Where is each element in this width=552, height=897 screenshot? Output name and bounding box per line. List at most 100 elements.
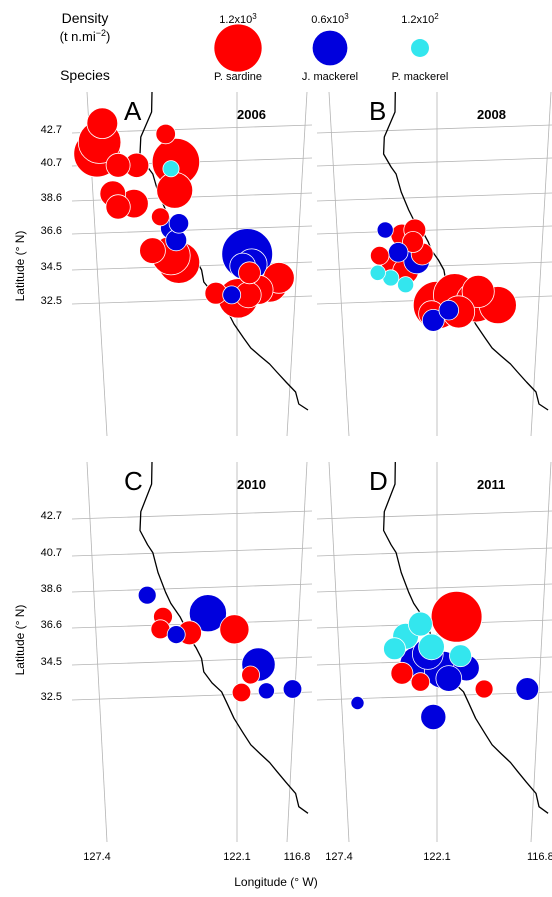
density-marker bbox=[166, 625, 186, 644]
grid-line-lon bbox=[286, 92, 308, 436]
density-marker bbox=[410, 672, 431, 692]
legend-density-value-exp: 3 bbox=[252, 12, 257, 21]
legend-species-name: J. mackerel bbox=[302, 71, 358, 83]
panel-plot-area bbox=[72, 92, 312, 436]
legend: Density (t n.mi−2) Species 1.2x103 P. sar… bbox=[60, 10, 449, 83]
density-marker bbox=[449, 644, 472, 668]
density-marker bbox=[86, 107, 119, 139]
legend-symbol bbox=[312, 30, 348, 66]
lon-tick-label: 116.8 bbox=[284, 851, 311, 863]
density-marker bbox=[105, 152, 131, 178]
lat-tick-label: 40.7 bbox=[41, 547, 62, 559]
density-marker bbox=[370, 245, 390, 266]
panel-plot-area bbox=[317, 462, 552, 842]
grid-line-lat bbox=[72, 691, 312, 701]
lat-tick-label: 34.5 bbox=[41, 261, 62, 273]
legend-species-name: P. sardine bbox=[214, 71, 262, 83]
axes-text: 42.7 40.7 38.6 36.6 34.5 32.5 42.7 40.7 38.6 36.6… bbox=[13, 124, 552, 889]
grid-line-lat bbox=[72, 583, 312, 593]
legend-density-unit-close: ) bbox=[106, 29, 110, 44]
lat-tick-label: 36.6 bbox=[41, 619, 62, 631]
grid-line-lat bbox=[72, 656, 312, 666]
density-marker bbox=[420, 704, 447, 731]
grid-line-lat bbox=[72, 510, 312, 520]
density-marker bbox=[350, 696, 365, 711]
panel-plot-area bbox=[317, 92, 552, 436]
legend-density-unit: (t n.mi−2) bbox=[60, 28, 111, 44]
grid-line-lat bbox=[317, 157, 552, 167]
legend-density-title: Density bbox=[62, 10, 109, 26]
density-marker bbox=[383, 637, 406, 661]
grid-line-lat bbox=[317, 583, 552, 593]
grid-line-lat bbox=[317, 192, 552, 202]
legend-density-unit-exp: −2 bbox=[96, 28, 106, 38]
lat-tick-label: 34.5 bbox=[41, 656, 62, 668]
density-marker bbox=[219, 614, 250, 645]
legend-density-value: 1.2x102 bbox=[401, 12, 439, 26]
grid-line-lat bbox=[317, 261, 552, 271]
density-marker bbox=[421, 308, 445, 332]
panel-letter: A bbox=[124, 96, 142, 126]
panel-a: A 2006 bbox=[72, 92, 312, 436]
density-marker bbox=[105, 194, 131, 220]
density-marker bbox=[282, 679, 303, 699]
grid-line-lat bbox=[72, 547, 312, 557]
density-marker bbox=[168, 213, 190, 234]
lon-tick-label: 122.1 bbox=[423, 851, 451, 863]
grid-line-lat bbox=[317, 510, 552, 520]
density-marker bbox=[461, 274, 495, 308]
y-axis-label: Latitude (° N) bbox=[13, 231, 27, 302]
lat-tick-label: 38.6 bbox=[41, 192, 62, 204]
lon-tick-label: 122.1 bbox=[223, 851, 251, 863]
grid-line-lon bbox=[286, 462, 308, 842]
legend-symbol bbox=[214, 24, 262, 72]
y-axis-label: Latitude (° N) bbox=[13, 605, 27, 676]
lon-tick-label: 127.4 bbox=[83, 851, 111, 863]
lat-tick-label: 42.7 bbox=[41, 124, 62, 136]
density-marker bbox=[231, 682, 252, 703]
density-marker bbox=[188, 594, 227, 633]
lat-tick-label: 42.7 bbox=[41, 510, 62, 522]
panel-letter: C bbox=[124, 466, 143, 496]
lon-tick-label: 116.8 bbox=[527, 851, 552, 863]
legend-species-name: P. mackerel bbox=[392, 71, 449, 83]
density-marker bbox=[155, 123, 176, 145]
legend-density-value: 1.2x103 bbox=[219, 12, 257, 26]
panel-year: 2010 bbox=[237, 477, 266, 492]
panel-letter: B bbox=[369, 96, 386, 126]
lat-tick-label: 40.7 bbox=[41, 157, 62, 169]
density-marker bbox=[369, 264, 386, 281]
lat-tick-label: 32.5 bbox=[41, 691, 62, 703]
grid-line-lat bbox=[72, 225, 312, 235]
density-marker bbox=[438, 300, 460, 321]
density-marker bbox=[430, 590, 483, 643]
density-marker bbox=[162, 160, 180, 178]
panel-plot-area bbox=[72, 462, 312, 842]
density-marker bbox=[402, 231, 424, 253]
legend-density-value-exp: 3 bbox=[344, 12, 349, 21]
panel-d: D 2011 bbox=[317, 462, 552, 842]
grid-line-lon bbox=[328, 462, 350, 842]
lat-tick-label: 36.6 bbox=[41, 225, 62, 237]
density-marker bbox=[222, 285, 242, 305]
density-marker bbox=[388, 242, 409, 263]
density-marker bbox=[397, 276, 415, 294]
lat-tick-label: 38.6 bbox=[41, 583, 62, 595]
lat-tick-label: 32.5 bbox=[41, 295, 62, 307]
density-marker bbox=[137, 585, 157, 605]
density-marker bbox=[515, 677, 540, 701]
density-marker bbox=[418, 633, 445, 661]
panel-c: C 2010 bbox=[72, 462, 312, 842]
legend-density-value-base: 0.6x10 bbox=[311, 14, 344, 26]
panels: A 2006 B 2008 C 2010 D 2011 bbox=[72, 92, 552, 842]
density-marker bbox=[257, 682, 275, 700]
density-marker bbox=[390, 661, 414, 685]
legend-species-label: Species bbox=[60, 67, 110, 83]
grid-line-lon bbox=[86, 462, 108, 842]
legend-density-unit-base: (t n.mi bbox=[60, 29, 96, 44]
legend-symbol bbox=[411, 39, 429, 57]
density-marker bbox=[139, 237, 166, 264]
density-marker bbox=[474, 679, 494, 699]
